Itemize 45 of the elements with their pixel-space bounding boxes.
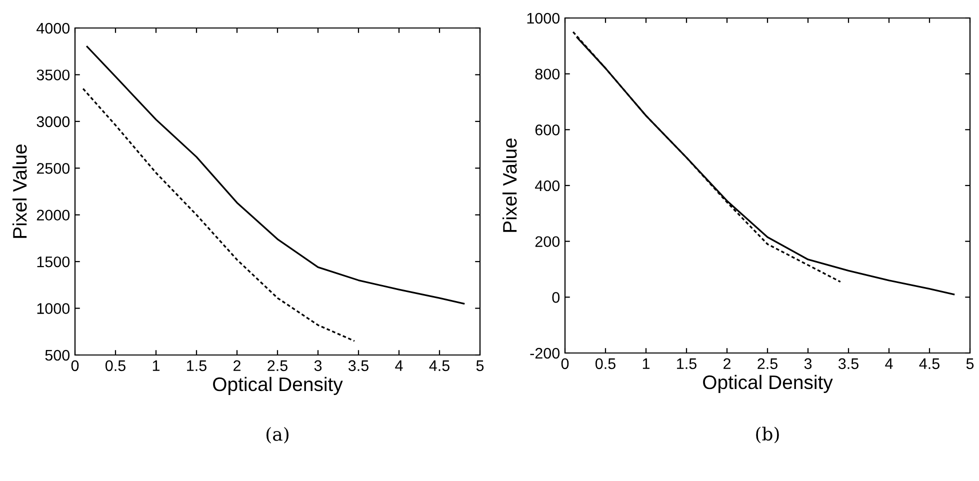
y-tick-label: 200 — [535, 236, 560, 248]
y-tick-label: 2500 — [36, 163, 70, 174]
y-tick-label: 1000 — [527, 12, 560, 24]
y-axis-title: Pixel Value — [502, 138, 517, 232]
x-tick-label: 4.5 — [919, 358, 940, 370]
y-tick-label: 0 — [552, 292, 560, 303]
line-series — [86, 46, 465, 304]
x-tick-label: 4 — [395, 360, 403, 371]
x-tick-label: 1 — [152, 360, 160, 371]
y-tick-label: 800 — [535, 68, 560, 80]
x-tick-label: 2.5 — [758, 358, 778, 370]
x-tick-label: 0.5 — [595, 358, 616, 370]
x-tick-label: 3.5 — [348, 360, 368, 372]
text: (a) — [266, 426, 288, 444]
y-tick-label: 1500 — [37, 256, 70, 268]
x-tick-label: 0 — [71, 360, 79, 372]
y-tick-label: 500 — [45, 350, 70, 361]
y-tick-label: 2000 — [36, 210, 70, 221]
x-tick-label: 2 — [724, 358, 730, 369]
y-tick-label: 400 — [535, 180, 560, 192]
x-tick-label: 2 — [234, 360, 240, 371]
x-tick-label: 2.5 — [268, 360, 288, 372]
x-tick-label: 3 — [314, 360, 322, 372]
y-tick-label: -200 — [530, 348, 560, 359]
x-tick-label: 1.5 — [187, 360, 206, 372]
y-tick-label: 4000 — [36, 22, 70, 34]
line-series — [82, 88, 356, 342]
y-tick-label: 3000 — [36, 116, 70, 128]
x-tick-label: 1.5 — [677, 358, 696, 370]
x-tick-label: 4 — [885, 358, 893, 369]
x-tick-label: 1 — [642, 358, 650, 369]
x-axis-title: Optical Density — [213, 376, 343, 396]
x-tick-label: 0.5 — [105, 360, 126, 372]
x-tick-label: 4.5 — [429, 360, 450, 372]
y-axis-title: Pixel Value — [12, 144, 27, 238]
y-tick-label: 3500 — [36, 70, 70, 80]
x-axis-title: Optical Density — [703, 374, 833, 394]
y-tick-label: 1000 — [37, 303, 70, 314]
text: (b) — [756, 426, 779, 444]
x-tick-label: 3.5 — [838, 358, 858, 370]
x-tick-label: 5 — [476, 360, 484, 372]
x-tick-label: 0 — [561, 358, 569, 370]
x-tick-label: 3 — [804, 358, 812, 370]
x-tick-label: 5 — [966, 358, 974, 370]
y-tick-label: 600 — [535, 124, 560, 136]
